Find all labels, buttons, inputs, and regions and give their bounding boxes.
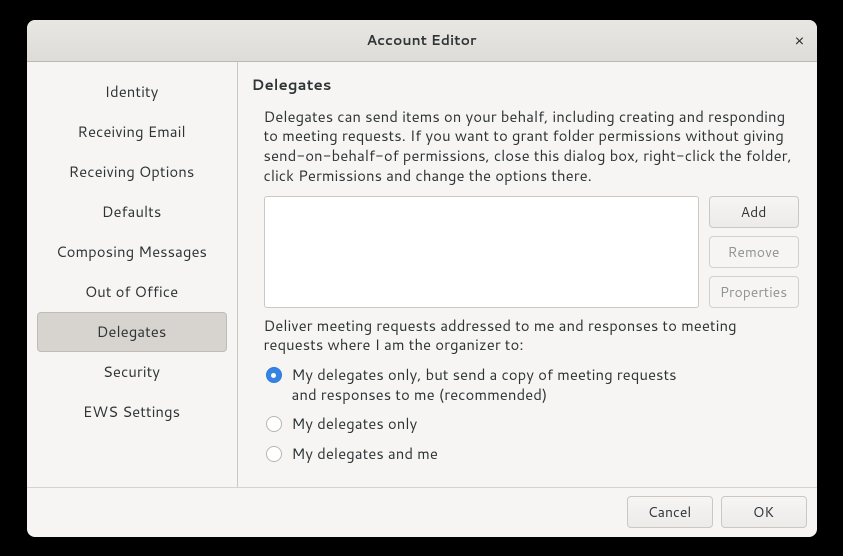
ok-button[interactable]: OK — [721, 496, 807, 528]
deliver-label: Deliver meeting requests addressed to me… — [252, 316, 799, 356]
radio-delegates-and-me[interactable]: My delegates and me — [266, 444, 799, 464]
delegates-buttons: Add Remove Properties — [709, 196, 799, 308]
add-button[interactable]: Add — [709, 196, 799, 228]
window-title: Account Editor — [367, 30, 477, 50]
cancel-button[interactable]: Cancel — [627, 496, 713, 528]
radio-label: My delegates and me — [292, 444, 438, 464]
content: Identity Receiving Email Receiving Optio… — [27, 62, 817, 487]
delegates-description: Delegates can send items on your behalf,… — [252, 107, 799, 186]
sidebar-item-receiving-email[interactable]: Receiving Email — [37, 112, 227, 152]
sidebar-item-security[interactable]: Security — [37, 352, 227, 392]
properties-button[interactable]: Properties — [709, 276, 799, 308]
close-icon[interactable]: × — [791, 31, 809, 49]
section-title: Delegates — [252, 74, 799, 95]
sidebar-item-identity[interactable]: Identity — [37, 72, 227, 112]
sidebar-item-composing-messages[interactable]: Composing Messages — [37, 232, 227, 272]
sidebar-item-label: Receiving Options — [69, 161, 195, 182]
titlebar: Account Editor × — [27, 20, 817, 62]
sidebar-item-label: Delegates — [97, 321, 167, 342]
sidebar-item-label: Receiving Email — [77, 121, 185, 142]
account-editor-dialog: Account Editor × Identity Receiving Emai… — [27, 20, 817, 537]
sidebar-item-label: Out of Office — [85, 281, 178, 302]
sidebar-item-label: Security — [103, 361, 160, 382]
sidebar-item-label: EWS Settings — [83, 401, 180, 422]
remove-button[interactable]: Remove — [709, 236, 799, 268]
radio-label: My delegates only, but send a copy of me… — [292, 365, 677, 404]
dialog-footer: Cancel OK — [27, 487, 817, 537]
sidebar-item-label: Composing Messages — [56, 241, 207, 262]
sidebar-item-receiving-options[interactable]: Receiving Options — [37, 152, 227, 192]
deliver-radio-group: My delegates only, but send a copy of me… — [252, 365, 799, 463]
radio-indicator — [266, 446, 282, 462]
main-panel: Delegates Delegates can send items on yo… — [238, 62, 817, 487]
sidebar-item-delegates[interactable]: Delegates — [37, 312, 227, 352]
sidebar-item-defaults[interactable]: Defaults — [37, 192, 227, 232]
sidebar-item-label: Defaults — [102, 201, 162, 222]
radio-indicator — [266, 416, 282, 432]
radio-indicator — [266, 367, 282, 383]
sidebar: Identity Receiving Email Receiving Optio… — [27, 62, 237, 487]
delegates-listbox[interactable] — [264, 196, 699, 308]
sidebar-item-out-of-office[interactable]: Out of Office — [37, 272, 227, 312]
delegates-list-row: Add Remove Properties — [252, 196, 799, 308]
radio-delegates-only[interactable]: My delegates only — [266, 414, 799, 434]
sidebar-item-label: Identity — [105, 81, 159, 102]
sidebar-item-ews-settings[interactable]: EWS Settings — [37, 392, 227, 432]
radio-delegates-only-copy[interactable]: My delegates only, but send a copy of me… — [266, 365, 799, 404]
radio-label: My delegates only — [292, 414, 418, 434]
